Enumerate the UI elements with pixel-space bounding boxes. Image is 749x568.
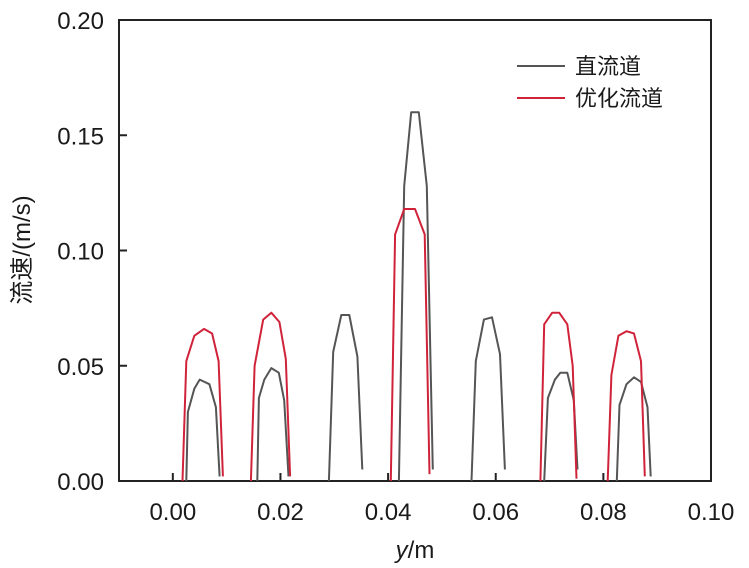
series-1-segment-3 <box>539 311 578 482</box>
x-axis-label-unit: /m <box>408 537 435 564</box>
y-axis-label: 流速/(m/s) <box>9 195 36 304</box>
series-0-segment-1 <box>256 367 290 482</box>
series-1-segment-4 <box>606 330 646 482</box>
x-tick-label: 0.00 <box>149 499 196 526</box>
y-tick-label: 0.10 <box>57 239 104 266</box>
x-tick-label: 0.04 <box>365 499 412 526</box>
y-tick-label: 0.00 <box>57 469 104 496</box>
series-1 <box>181 208 646 482</box>
series-0 <box>185 111 652 482</box>
series-0-segment-6 <box>615 376 652 482</box>
series-0-segment-4 <box>470 316 506 482</box>
series-0-segment-2 <box>327 314 364 482</box>
series-0-segment-3 <box>397 111 434 482</box>
x-axis-label: y/m <box>394 537 435 564</box>
x-tick-label: 0.10 <box>688 499 735 526</box>
x-tick-label: 0.08 <box>580 499 627 526</box>
x-tick-label: 0.06 <box>472 499 519 526</box>
y-axis-ticks: 0.00 0.05 0.10 0.15 0.20 <box>57 8 127 496</box>
y-tick-label: 0.20 <box>57 8 104 35</box>
y-tick-label: 0.15 <box>57 123 104 150</box>
series-0-segment-0 <box>185 378 221 482</box>
x-tick-label: 0.02 <box>257 499 304 526</box>
x-axis-label-var: y <box>394 537 410 564</box>
y-tick-label: 0.05 <box>57 354 104 381</box>
series-1-segment-2 <box>389 208 431 482</box>
legend-label-straight: 直流道 <box>575 55 641 80</box>
legend-label-optimized: 优化流道 <box>575 87 663 112</box>
series-layer <box>181 111 652 482</box>
legend: 直流道 优化流道 <box>517 55 663 112</box>
x-axis-ticks: 0.00 0.02 0.04 0.06 0.08 0.10 <box>149 473 734 526</box>
series-1-segment-1 <box>249 311 292 482</box>
series-1-segment-0 <box>181 327 224 482</box>
